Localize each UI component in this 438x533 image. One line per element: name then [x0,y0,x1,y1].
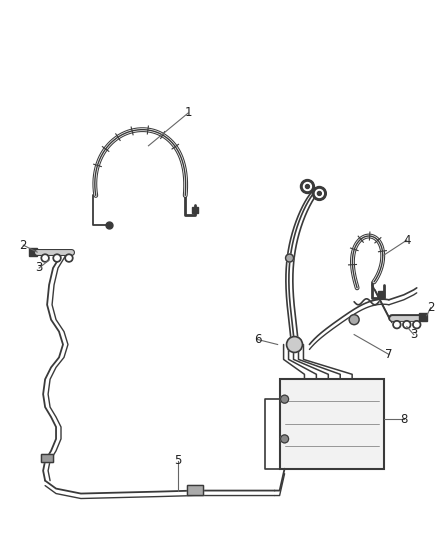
Circle shape [43,256,47,260]
Circle shape [300,180,314,193]
Circle shape [67,256,71,260]
Circle shape [304,182,311,190]
Bar [279,379,384,469]
Circle shape [395,322,399,327]
Bar [41,454,53,462]
Text: 4: 4 [403,233,410,247]
Circle shape [403,321,411,329]
Circle shape [349,314,359,325]
Circle shape [413,321,421,329]
Circle shape [65,254,73,262]
Bar [419,313,427,321]
Circle shape [318,191,321,196]
Circle shape [305,184,309,189]
Circle shape [312,187,326,200]
Circle shape [405,322,409,327]
Circle shape [286,254,293,262]
Text: 8: 8 [400,413,407,425]
Bar [187,484,203,495]
Bar [41,454,53,462]
Text: 2: 2 [20,239,27,252]
Text: 3: 3 [35,262,43,274]
Text: 5: 5 [175,454,182,467]
Circle shape [286,336,303,352]
Circle shape [315,190,323,197]
Circle shape [53,254,61,262]
Text: 7: 7 [385,348,392,361]
Circle shape [41,254,49,262]
Circle shape [281,395,289,403]
Text: 2: 2 [427,301,434,314]
Text: 1: 1 [184,107,192,119]
Circle shape [281,435,289,443]
Circle shape [414,322,419,327]
Circle shape [393,321,401,329]
Circle shape [55,256,59,260]
Text: 3: 3 [410,328,417,341]
Bar [29,248,37,256]
Bar [187,484,203,495]
Text: 6: 6 [254,333,261,346]
